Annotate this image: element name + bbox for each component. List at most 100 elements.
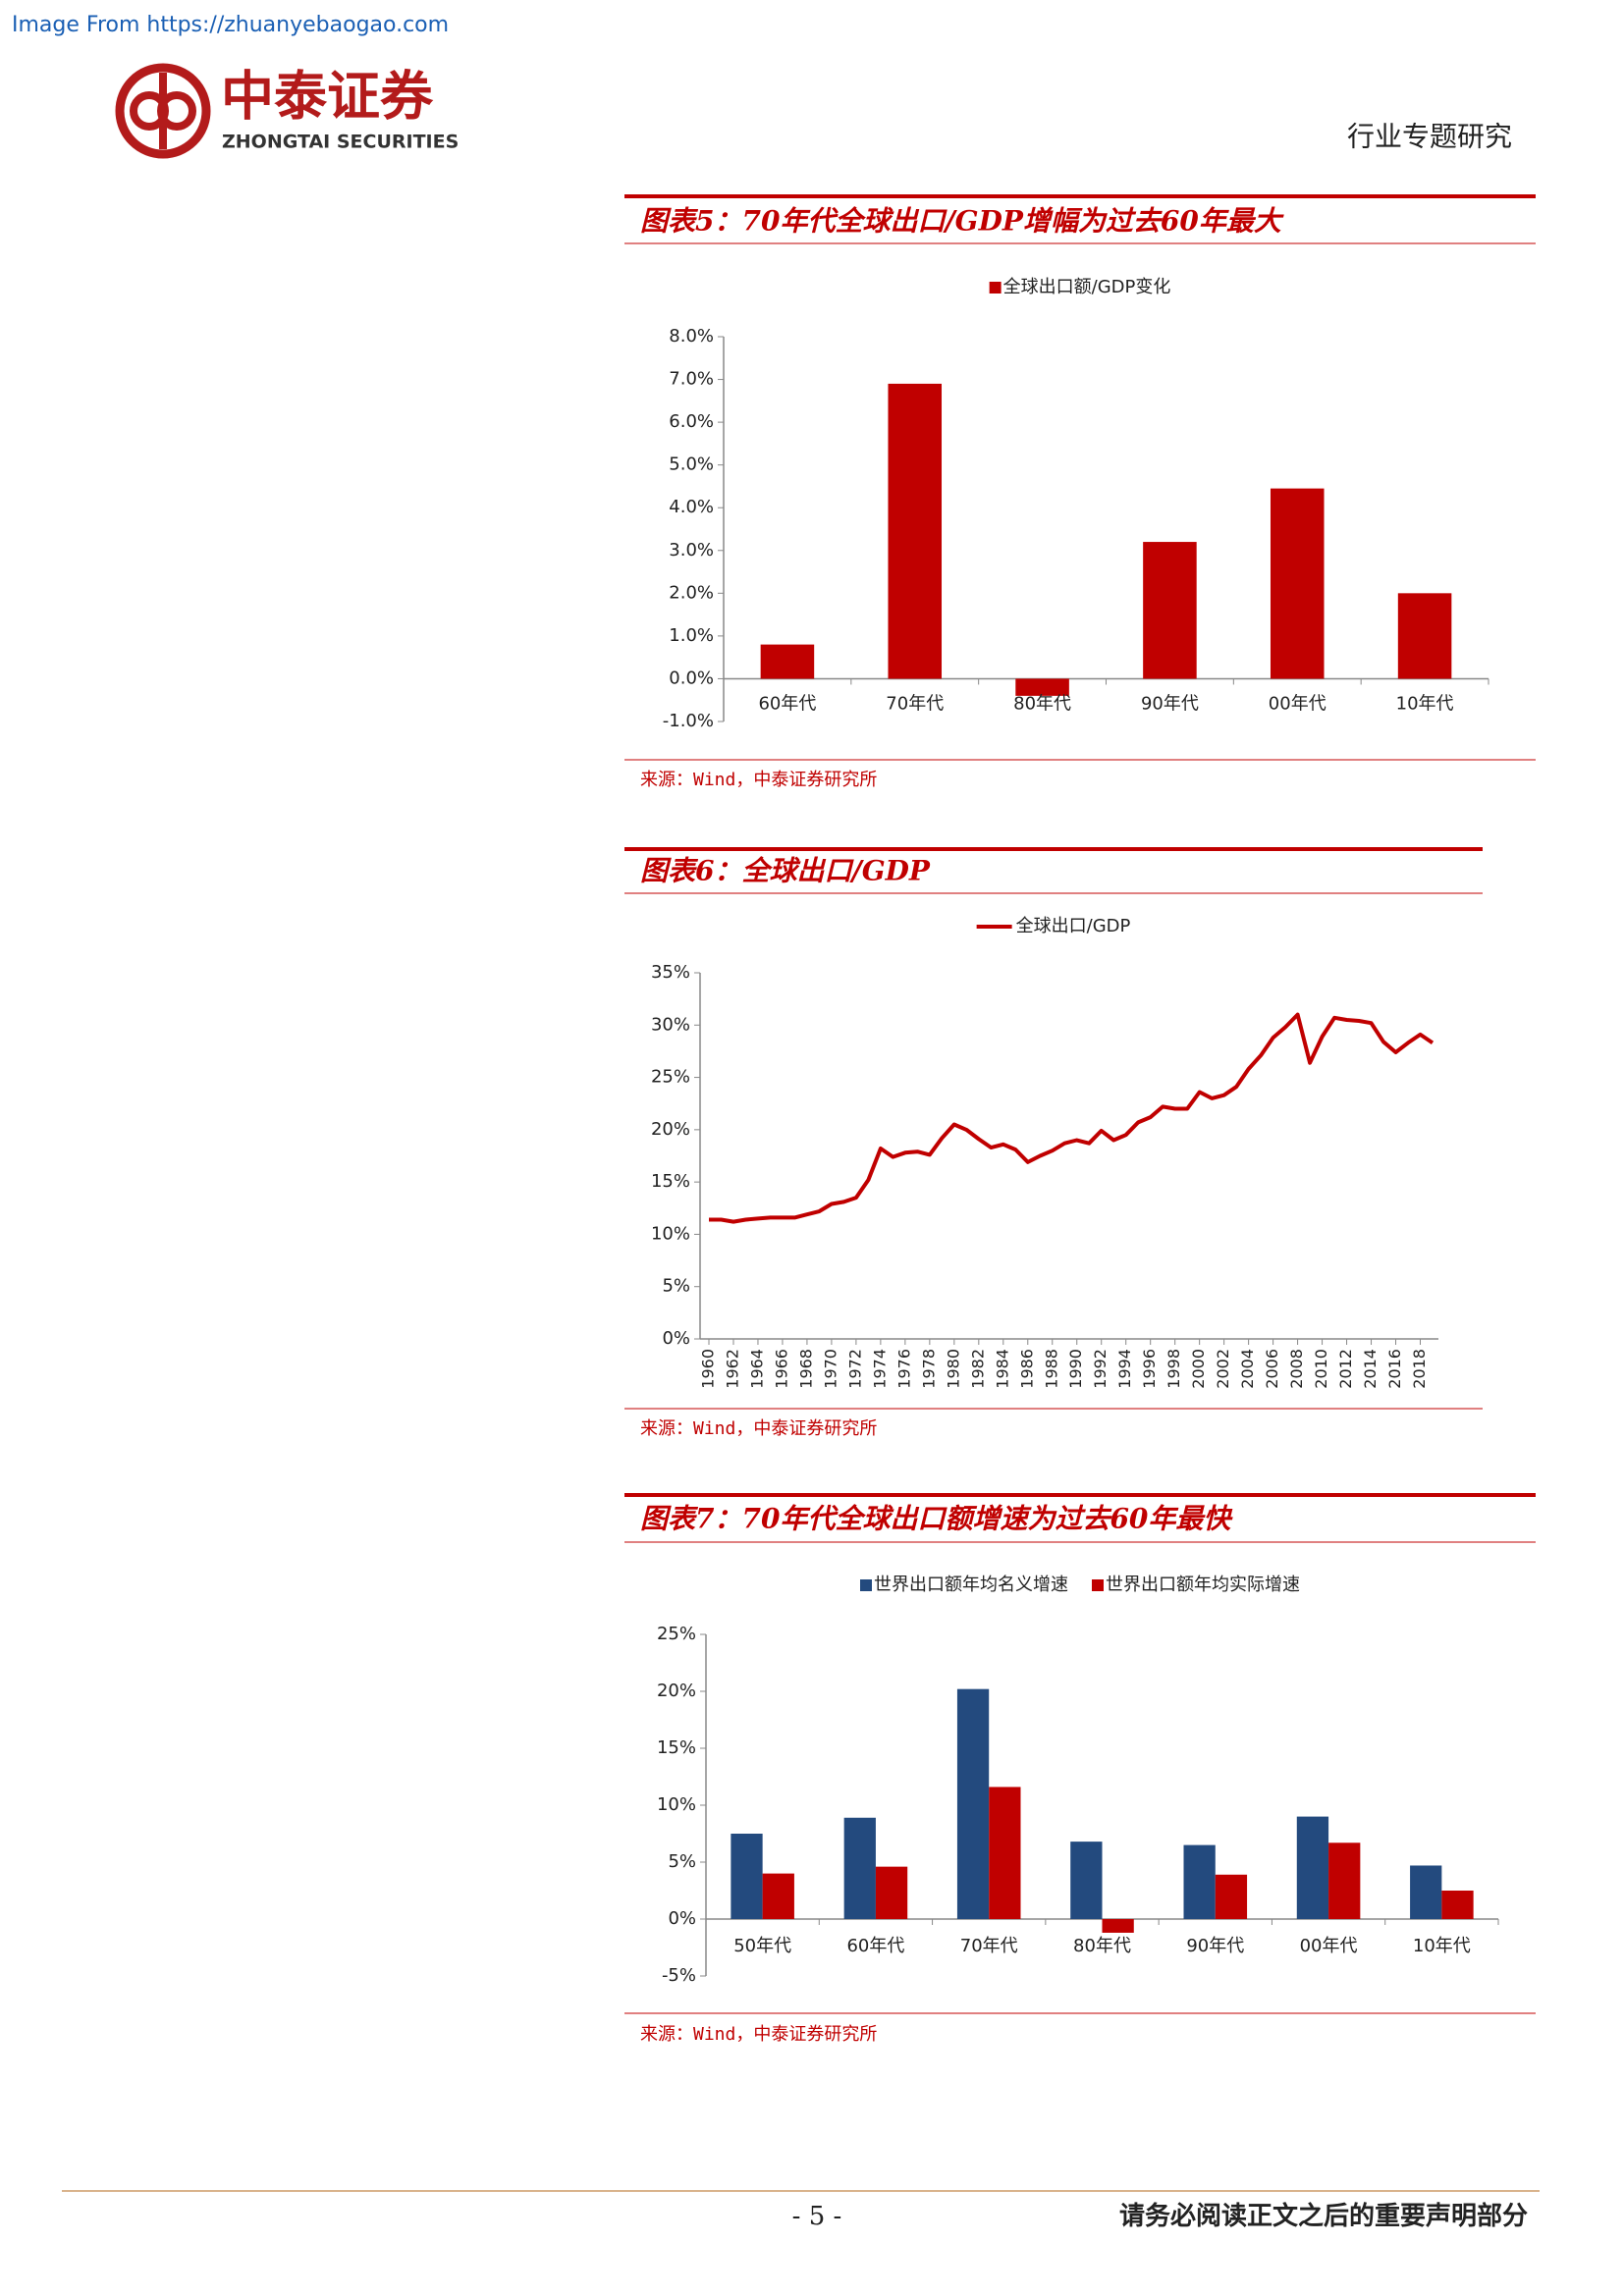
x-tick-label: 1960	[699, 1349, 718, 1389]
section-label: 行业专题研究	[1347, 121, 1512, 153]
bar	[875, 1866, 908, 1919]
x-tick-label: 1988	[1042, 1349, 1060, 1389]
legend: 全球出口/GDP	[976, 916, 1131, 936]
x-tick-label: 1964	[747, 1349, 766, 1389]
legend: 全球出口额/GDP变化	[989, 277, 1171, 297]
y-tick-label: 30%	[651, 1014, 690, 1035]
y-tick-label: 25%	[657, 1624, 696, 1644]
disclaimer-note: 请务必阅读正文之后的重要声明部分	[1119, 2201, 1528, 2231]
x-tick-label: 1996	[1140, 1349, 1159, 1389]
x-tick-label: 50年代	[733, 1936, 791, 1956]
line-series	[709, 1012, 1435, 1224]
chart-title: 图表5：70年代全球出口/GDP增幅为过去60年最大	[640, 205, 1284, 238]
chart-source: 来源：Wind，中泰证券研究所	[640, 2024, 877, 2045]
logo-mark	[115, 63, 211, 159]
x-tick-label: 60年代	[846, 1936, 904, 1956]
chart-title: 图表6：全球出口/GDP	[640, 855, 931, 887]
x-tick-label: 1992	[1091, 1349, 1110, 1389]
x-tick-label: 1990	[1066, 1349, 1085, 1389]
x-tick-label: 2002	[1214, 1349, 1232, 1389]
x-tick-label: 1998	[1164, 1349, 1183, 1389]
x-tick-label: 1980	[944, 1349, 962, 1389]
x-tick-label: 70年代	[886, 693, 944, 714]
bar	[888, 383, 943, 679]
x-tick-label: 1982	[968, 1349, 987, 1389]
x-tick-label: 2012	[1336, 1349, 1355, 1389]
x-tick-label: 90年代	[1186, 1936, 1244, 1956]
y-tick-label: 5%	[662, 1276, 690, 1297]
x-tick-label: 1972	[845, 1349, 864, 1389]
x-tick-label: 2018	[1410, 1349, 1429, 1389]
bar	[1397, 593, 1452, 679]
x-tick-label: 1976	[894, 1349, 913, 1389]
bar	[762, 1873, 794, 1919]
bar	[1296, 1816, 1329, 1919]
x-tick-label: 2004	[1238, 1349, 1257, 1389]
y-tick-label: 3.0%	[669, 540, 714, 561]
bar	[989, 1787, 1021, 1919]
x-tick-label: 2006	[1263, 1349, 1281, 1389]
y-tick-label: 7.0%	[669, 369, 714, 390]
y-tick-label: -1.0%	[663, 711, 714, 731]
legend: 世界出口额年均名义增速 世界出口额年均实际增速	[860, 1575, 1300, 1595]
bar	[1070, 1842, 1103, 1919]
chart-source: 来源：Wind，中泰证券研究所	[640, 770, 877, 790]
y-tick-label: 10%	[657, 1794, 696, 1815]
chart-source: 来源：Wind，中泰证券研究所	[640, 1418, 877, 1439]
legend-symbol	[860, 1579, 872, 1591]
x-tick-label: 2008	[1287, 1349, 1306, 1389]
bar	[731, 1834, 763, 1919]
watermark: Image From https://zhuanyebaogao.com	[12, 13, 449, 37]
y-tick-label: 0%	[668, 1908, 696, 1929]
bar	[760, 644, 815, 679]
legend-label: 世界出口额年均实际增速	[1106, 1575, 1300, 1595]
x-tick-label: 1968	[796, 1349, 815, 1389]
x-tick-label: 00年代	[1269, 693, 1326, 714]
y-tick-label: 10%	[651, 1223, 690, 1244]
bar	[1215, 1874, 1248, 1919]
x-tick-label: 1970	[821, 1349, 839, 1389]
bar	[1183, 1844, 1216, 1919]
y-tick-label: 2.0%	[669, 582, 714, 603]
x-tick-label: 1966	[772, 1349, 790, 1389]
x-tick-label: 1994	[1115, 1349, 1134, 1389]
bar	[1143, 542, 1197, 679]
bar	[1102, 1919, 1134, 1933]
x-tick-label: 10年代	[1396, 693, 1454, 714]
y-tick-label: 1.0%	[669, 625, 714, 646]
bar	[1328, 1842, 1361, 1919]
bar	[1441, 1891, 1474, 1919]
x-tick-label: 60年代	[758, 693, 816, 714]
legend-label: 全球出口/GDP	[1016, 916, 1131, 936]
chart-title: 图表7：70年代全球出口额增速为过去60年最快	[640, 1503, 1233, 1535]
x-tick-label: 2010	[1312, 1349, 1330, 1389]
page-number: - 5 -	[792, 2202, 842, 2231]
y-tick-label: 15%	[657, 1737, 696, 1758]
x-tick-label: 1962	[723, 1349, 741, 1389]
y-tick-label: 4.0%	[669, 497, 714, 517]
legend-label: 全球出口额/GDP变化	[1003, 277, 1171, 297]
x-tick-label: 1974	[870, 1349, 889, 1389]
x-tick-label: 1978	[919, 1349, 938, 1389]
x-tick-label: 80年代	[1013, 693, 1071, 714]
y-tick-label: 15%	[651, 1171, 690, 1192]
x-tick-label: 2016	[1385, 1349, 1404, 1389]
x-tick-label: 10年代	[1413, 1936, 1471, 1956]
bar	[956, 1688, 990, 1919]
y-tick-label: 0.0%	[669, 667, 714, 688]
y-tick-label: 0%	[662, 1328, 690, 1349]
legend-symbol	[989, 282, 1001, 294]
x-tick-label: 80年代	[1073, 1936, 1131, 1956]
y-tick-label: -5%	[662, 1965, 696, 1986]
x-tick-label: 1984	[993, 1349, 1011, 1389]
y-tick-label: 5.0%	[669, 454, 714, 475]
bar	[843, 1817, 876, 1919]
legend-symbol	[1092, 1579, 1104, 1591]
x-tick-label: 00年代	[1300, 1936, 1358, 1956]
x-tick-label: 90年代	[1141, 693, 1199, 714]
y-tick-label: 8.0%	[669, 326, 714, 347]
bar	[1410, 1865, 1442, 1919]
x-tick-label: 2014	[1361, 1349, 1380, 1389]
legend-label: 世界出口额年均名义增速	[874, 1575, 1068, 1595]
